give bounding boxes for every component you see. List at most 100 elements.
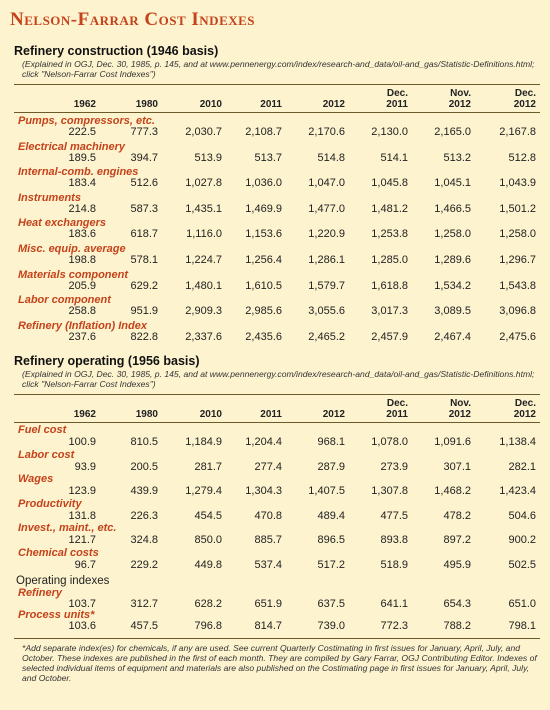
table-cell: 103.6 [68,620,96,632]
row-label: Fuel cost [18,424,67,436]
table-cell: 1,078.0 [371,436,408,448]
table-cell: 183.6 [68,228,96,241]
table-row: 222.5 777.3 2,030.7 2,108.7 2,170.6 2,130.0 2,… [0,126,550,139]
operating-indexes-subheading: Operating indexes [16,575,110,587]
table-cell: 457.5 [130,620,158,632]
table-cell: 513.2 [443,151,471,164]
table-cell: 537.4 [254,558,282,571]
column-header: 2010 [199,409,222,420]
row-label: Wages [18,473,54,485]
table-cell: 2,030.7 [185,126,222,138]
table-row: 121.7 324.8 850.0 885.7 896.5 893.8 897.2 900.2 [0,534,550,547]
table-cell: 478.2 [443,509,471,522]
table-cell: 470.8 [254,509,282,522]
table-cell: 1,468.2 [434,485,471,497]
row-label: Chemical costs [18,546,99,559]
table-cell: 587.3 [130,202,158,215]
table-cell: 121.7 [68,534,96,546]
table-cell: 885.7 [254,534,282,546]
table-cell: 1,534.2 [434,279,471,292]
table-cell: 796.8 [194,620,222,632]
row-label: Electrical machinery [18,140,126,153]
table-cell: 439.9 [130,485,158,497]
table-cell: 131.8 [68,509,96,522]
table-cell: 810.5 [130,436,158,448]
table-cell: 2,985.6 [245,305,282,318]
table-cell: 281.7 [194,460,222,473]
table-cell: 512.6 [130,177,158,190]
table-cell: 1,258.0 [434,228,471,241]
table-cell: 449.8 [194,558,222,571]
table-cell: 287.9 [317,460,345,473]
table-cell: 2,457.9 [371,330,408,343]
table-cell: 222.5 [68,126,96,138]
table-cell: 1,610.5 [245,279,282,292]
row-label: Misc. equip. average [18,243,126,255]
row-label: Instruments [18,191,81,204]
construction-note: (Explained in OGJ, Dec. 30, 1985, p. 145… [22,59,535,79]
operating-header-row: 1962 1980 2010 2011 2012 Dec. 2011 Nov. 2012 Dec.… [0,394,550,420]
table-cell: 307.1 [443,460,471,473]
table-cell: 517.2 [317,558,345,571]
column-header: 2011 [260,409,282,420]
column-header: 2012 [322,409,345,420]
table-row: 100.9 810.5 1,184.9 1,204.4 968.1 1,078.0 1,09… [0,436,550,449]
table-cell: 123.9 [68,485,96,497]
operating-note: (Explained in OGJ, Dec. 30, 1985, p. 145… [22,369,535,389]
table-cell: 518.9 [380,558,408,571]
table-cell: 2,170.6 [308,126,345,138]
table-cell: 822.8 [130,330,158,343]
table-cell: 1,184.9 [185,436,222,448]
column-header: 1962 [73,409,96,420]
column-header: 1980 [135,409,158,420]
table-cell: 1,469.9 [245,202,282,215]
row-label: Materials component [18,268,129,281]
row-label: Process units* [18,609,95,621]
table-row: 93.9 200.5 281.7 277.4 287.9 273.9 307.1 282.1 [0,461,550,474]
table-cell: 951.9 [130,305,158,318]
table-cell: 1,435.1 [185,202,222,215]
column-header: Nov. 2012 [448,398,471,420]
table-cell: 189.5 [68,151,96,164]
table-cell: 504.6 [508,509,536,522]
row-label: Labor cost [18,448,75,461]
footnote: *Add separate index(es) for chemicals, i… [22,643,537,683]
table-cell: 900.2 [508,534,536,546]
table-cell: 2,108.7 [245,126,282,138]
table-cell: 1,543.8 [499,279,536,292]
table-cell: 1,036.0 [245,177,282,190]
table-cell: 1,285.0 [371,254,408,266]
row-label: Productivity [18,497,82,510]
column-header: 2011 [260,99,282,110]
table-cell: 1,138.4 [499,436,536,448]
table-cell: 312.7 [130,598,158,610]
table-row: 198.8 578.1 1,224.7 1,256.4 1,286.1 1,285.0 1,… [0,254,550,267]
table-cell: 814.7 [254,620,282,632]
table-cell: 1,258.0 [499,228,536,241]
table-row: 131.8 226.3 454.5 470.8 489.4 477.5 478.2 504.6 [0,510,550,523]
table-cell: 1,466.5 [434,202,471,215]
divider [14,112,540,113]
page-title: Nelson-Farrar Cost Indexes [10,9,256,30]
table-cell: 489.4 [317,509,345,522]
table-row: 237.6 822.8 2,337.6 2,435.6 2,465.2 2,457.9 2,… [0,331,550,344]
table-cell: 968.1 [317,436,345,448]
divider [14,638,540,639]
divider [14,84,540,85]
table-cell: 3,055.6 [308,305,345,318]
table-cell: 1,481.2 [371,202,408,215]
table-cell: 513.9 [194,151,222,164]
table-cell: 477.5 [380,509,408,522]
table-cell: 897.2 [443,534,471,546]
row-label: Refinery (Inflation) Index [18,319,147,332]
column-header: Dec. 2012 [513,88,536,110]
table-cell: 1,047.0 [308,177,345,190]
table-cell: 229.2 [130,558,158,571]
column-header: Dec. 2011 [386,88,408,110]
table-cell: 96.7 [74,558,96,571]
construction-section-title: Refinery construction (1946 basis) [14,44,219,58]
table-cell: 777.3 [130,126,158,138]
table-cell: 2,909.3 [185,305,222,318]
table-cell: 1,204.4 [245,436,282,448]
